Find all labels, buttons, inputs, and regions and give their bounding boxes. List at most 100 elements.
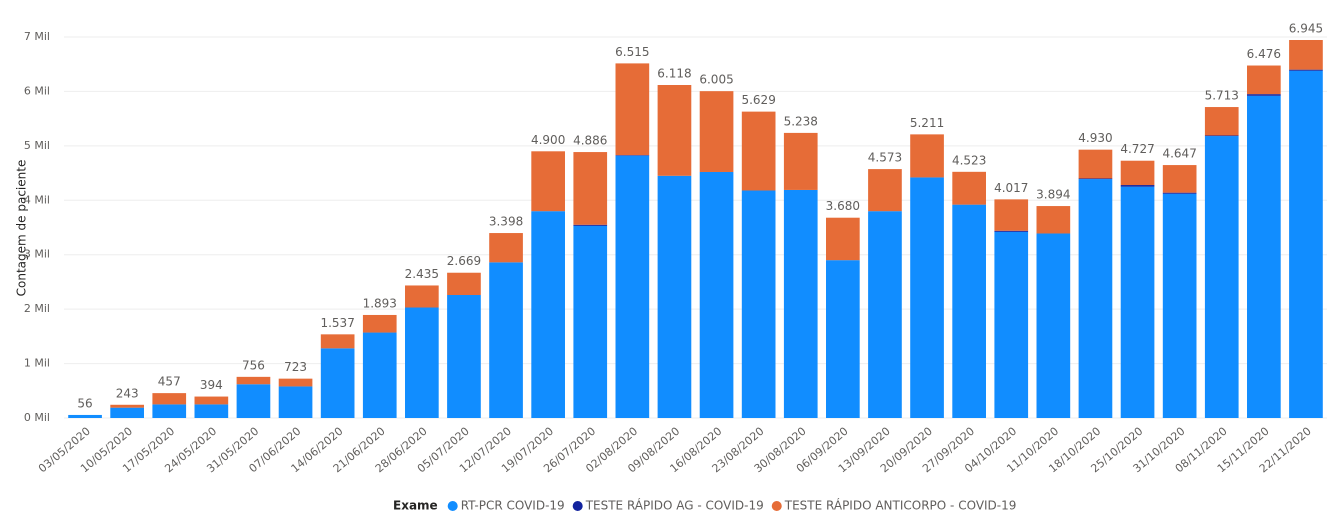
total-label: 6.476	[1247, 47, 1281, 61]
y-tick-label: 4 Mil	[24, 193, 50, 206]
total-label: 4.647	[1162, 147, 1196, 161]
total-label: 2.435	[405, 267, 439, 281]
bar-segment	[320, 334, 355, 349]
bar-segment	[489, 233, 523, 263]
total-label: 4.573	[868, 151, 902, 165]
total-label: 457	[158, 375, 181, 389]
bar-segment	[910, 134, 944, 178]
bar-segment	[362, 314, 397, 333]
bar-segment	[405, 285, 439, 308]
total-label: 3.398	[489, 215, 523, 229]
total-label: 6.515	[615, 45, 649, 59]
y-tick-label: 7 Mil	[24, 30, 50, 43]
bar-segment	[741, 190, 776, 418]
bar-segment	[1162, 165, 1197, 193]
bar-segment	[826, 260, 860, 418]
total-label: 1.537	[320, 316, 354, 330]
bar-segment	[278, 386, 313, 418]
total-label: 6.945	[1289, 21, 1323, 35]
total-label: 4.900	[531, 133, 565, 147]
bar-segment	[699, 91, 734, 172]
total-label: 4.017	[994, 181, 1028, 195]
bar-segment	[783, 189, 818, 418]
total-label: 1.893	[363, 296, 397, 310]
bar-segment	[447, 294, 481, 418]
bar-segment	[699, 171, 734, 418]
bar-segment	[278, 378, 313, 387]
total-label: 3.680	[826, 199, 860, 213]
bar-segment	[868, 211, 902, 418]
bar-segment	[1036, 206, 1071, 234]
y-tick-label: 5 Mil	[24, 139, 50, 152]
total-label: 5.211	[910, 116, 944, 130]
total-label: 56	[77, 396, 92, 410]
bar-segment	[573, 152, 608, 225]
bar-segment	[405, 307, 439, 418]
bar-segment	[573, 224, 608, 226]
total-label: 5.238	[784, 114, 818, 128]
bar-segment	[1204, 136, 1239, 418]
bar-segment	[657, 175, 692, 418]
bar-segment	[1078, 178, 1113, 180]
total-label: 6.005	[699, 73, 733, 87]
legend-marker	[572, 501, 583, 511]
total-label: 3.894	[1036, 188, 1070, 202]
bar-segment	[615, 155, 650, 156]
total-label: 6.118	[657, 67, 691, 81]
bar-segment	[826, 217, 860, 261]
y-tick-label: 6 Mil	[24, 84, 50, 97]
bar-segment	[910, 177, 944, 418]
bar-segment	[531, 211, 565, 418]
bar-segment	[194, 396, 229, 405]
y-tick-label: 0 Mil	[24, 411, 50, 424]
bar-segment	[152, 393, 187, 405]
bar-segment	[1204, 107, 1239, 136]
total-label: 756	[242, 358, 265, 372]
total-label: 4.523	[952, 153, 986, 167]
total-label: 4.930	[1078, 131, 1112, 145]
y-tick-label: 1 Mil	[24, 357, 50, 370]
bar-segment	[320, 348, 355, 418]
bar-segment	[1247, 65, 1281, 95]
y-tick-label: 2 Mil	[24, 302, 50, 315]
total-label: 4.886	[573, 134, 607, 148]
bar-segment	[741, 111, 776, 191]
bar-segment	[1247, 94, 1281, 96]
legend-label: RT-PCR COVID-19	[461, 499, 565, 513]
bar-segment	[868, 169, 902, 212]
total-label: 5.629	[741, 93, 775, 107]
bar-segment	[952, 171, 986, 205]
bar-segment	[1289, 70, 1323, 418]
bar-segment	[1247, 95, 1281, 418]
legend-marker	[771, 501, 782, 511]
bar-segment	[615, 63, 650, 156]
bar-segment	[994, 230, 1029, 232]
bar-segment	[1162, 192, 1197, 194]
bar-segment	[657, 85, 692, 176]
bar-segment	[68, 414, 102, 418]
legend-title: Exame	[393, 499, 438, 513]
bar-segment	[152, 404, 187, 418]
bar-segment	[994, 199, 1029, 231]
bar-segment	[194, 404, 229, 418]
total-label: 243	[116, 386, 139, 400]
legend-marker	[447, 501, 458, 511]
total-label: 4.727	[1120, 142, 1154, 156]
bar-segment	[447, 272, 481, 295]
bar-segment	[1120, 185, 1155, 187]
bar-segment	[1078, 179, 1113, 418]
bar-segment	[783, 132, 818, 190]
bar-segment	[236, 376, 271, 385]
bar-segment	[362, 332, 397, 418]
bar-segment	[1078, 149, 1113, 179]
y-axis-title: Contagem de paciente	[15, 160, 29, 297]
bar-segment	[994, 231, 1029, 418]
bar-segment	[1120, 186, 1155, 418]
bar-segment	[1289, 39, 1323, 70]
legend-label: TESTE RÁPIDO ANTICORPO - COVID-19	[784, 498, 1017, 513]
bar-segment	[1289, 69, 1323, 71]
bar-segment	[236, 384, 271, 418]
legend-label: TESTE RÁPIDO AG - COVID-19	[585, 498, 764, 513]
total-label: 394	[200, 378, 223, 392]
